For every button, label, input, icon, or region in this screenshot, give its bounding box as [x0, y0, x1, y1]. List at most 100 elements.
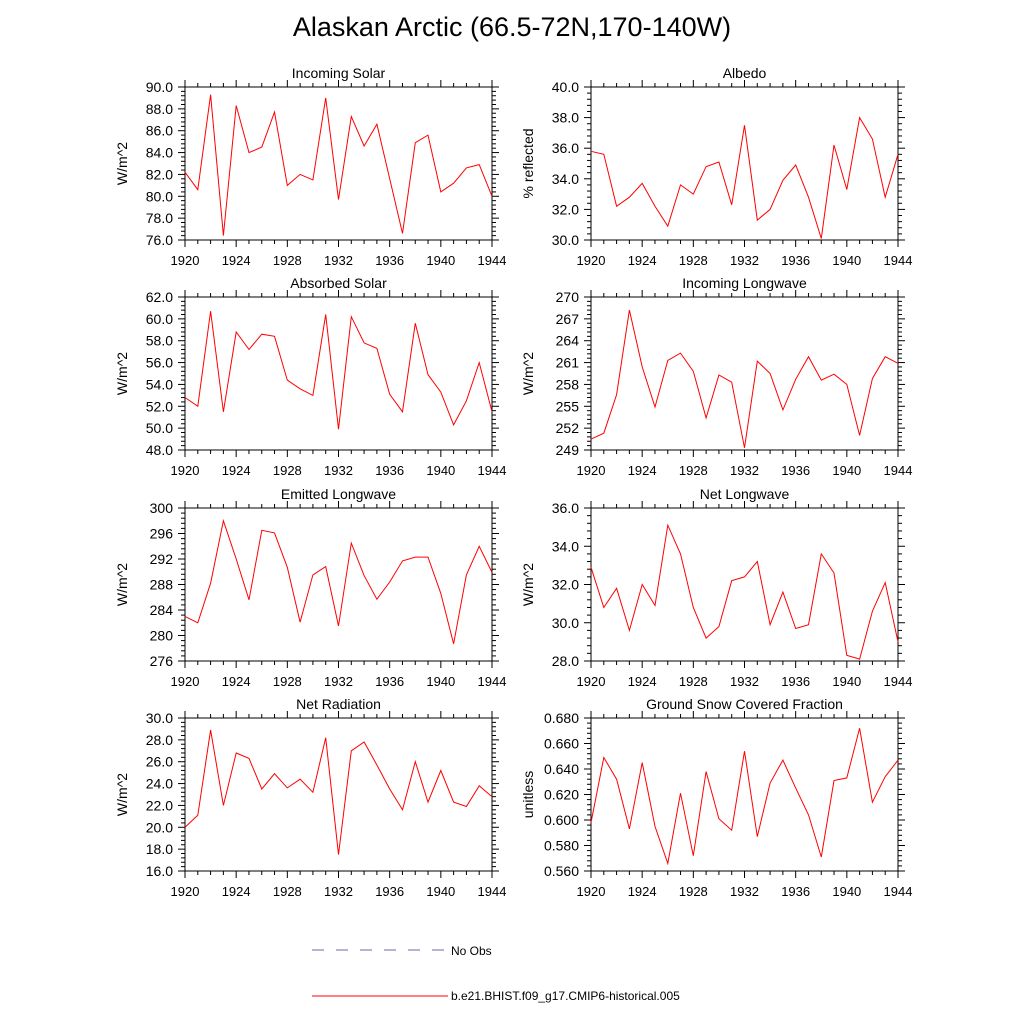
x-tick-label: 1932 — [324, 674, 353, 689]
panel-7: Net Radiation W/m^2 1920 1924 1928 1932 1936 19… — [114, 696, 506, 899]
figure-title: Alaskan Arctic (66.5-72N,170-140W) — [292, 12, 732, 42]
y-tick-label: 284 — [150, 602, 174, 618]
y-tick-label: 18.0 — [146, 841, 173, 857]
plot-frame — [590, 86, 899, 241]
x-tick-label: 1944 — [884, 884, 913, 899]
y-tick-label: 82.0 — [146, 166, 173, 182]
x-tick-label: 1940 — [426, 253, 455, 268]
panel-title: Albedo — [723, 65, 767, 81]
y-tick-label: 16.0 — [146, 863, 173, 879]
y-tick-label: 267 — [556, 311, 580, 327]
x-tick-label: 1932 — [730, 253, 759, 268]
x-tick-label: 1928 — [679, 884, 708, 899]
x-tick-label: 1932 — [730, 463, 759, 478]
y-tick-label: 48.0 — [146, 442, 173, 458]
panel-5: Emitted Longwave W/m^2 1920 1924 1928 1932 193… — [114, 486, 506, 689]
x-tick-label: 1936 — [375, 674, 404, 689]
y-tick-label: 252 — [556, 420, 580, 436]
y-tick-label: 0.600 — [544, 812, 579, 828]
x-tick-label: 1924 — [628, 463, 657, 478]
x-tick-label: 1932 — [730, 674, 759, 689]
y-tick-label: 40.0 — [552, 79, 579, 95]
x-tick-label: 1932 — [730, 884, 759, 899]
y-tick-label: 0.680 — [544, 710, 579, 726]
x-tick-label: 1932 — [324, 884, 353, 899]
x-tick-label: 1944 — [478, 674, 507, 689]
x-tick-label: 1924 — [628, 253, 657, 268]
series-line — [184, 94, 493, 236]
y-tick-label: 20.0 — [146, 819, 173, 835]
panel-title: Absorbed Solar — [290, 275, 387, 291]
x-tick-label: 1940 — [832, 253, 861, 268]
x-tick-label: 1924 — [222, 884, 251, 899]
x-tick-label: 1936 — [375, 463, 404, 478]
y-tick-label: 52.0 — [146, 398, 173, 414]
series-line — [590, 728, 899, 866]
x-tick-label: 1920 — [171, 884, 200, 899]
y-tick-label: 38.0 — [552, 110, 579, 126]
x-tick-label: 1920 — [577, 884, 606, 899]
panel-title: Incoming Longwave — [682, 275, 807, 291]
x-tick-label: 1928 — [273, 884, 302, 899]
y-tick-label: 32.0 — [552, 201, 579, 217]
legend-model-label: b.e21.BHIST.f09_g17.CMIP6-historical.005 — [451, 989, 680, 1003]
x-tick-label: 1920 — [171, 253, 200, 268]
y-tick-label: 36.0 — [552, 140, 579, 156]
x-tick-label: 1924 — [628, 674, 657, 689]
x-tick-label: 1940 — [832, 674, 861, 689]
y-axis-label: W/m^2 — [520, 563, 536, 606]
x-tick-label: 1944 — [884, 463, 913, 478]
y-tick-label: 60.0 — [146, 311, 173, 327]
y-tick-label: 0.620 — [544, 787, 579, 803]
y-axis-label: W/m^2 — [114, 142, 130, 185]
x-tick-label: 1944 — [478, 884, 507, 899]
y-tick-label: 296 — [150, 526, 174, 542]
y-tick-label: 86.0 — [146, 123, 173, 139]
y-tick-label: 249 — [556, 442, 580, 458]
panel-title: Ground Snow Covered Fraction — [646, 696, 843, 712]
x-tick-label: 1920 — [577, 674, 606, 689]
x-tick-label: 1944 — [478, 463, 507, 478]
y-tick-label: 88.0 — [146, 101, 173, 117]
x-tick-label: 1936 — [781, 674, 810, 689]
y-tick-label: 288 — [150, 577, 174, 593]
x-tick-label: 1936 — [781, 253, 810, 268]
y-tick-label: 80.0 — [146, 188, 173, 204]
y-axis-label: W/m^2 — [114, 563, 130, 606]
x-tick-label: 1928 — [679, 463, 708, 478]
y-axis-label: unitless — [520, 771, 536, 818]
x-tick-label: 1928 — [273, 463, 302, 478]
y-tick-label: 264 — [556, 333, 580, 349]
panel-1: Incoming Solar W/m^2 1920 1924 1928 1932 1936 1… — [114, 65, 506, 268]
x-tick-label: 1920 — [577, 463, 606, 478]
panel-title: Net Radiation — [296, 696, 381, 712]
legend: No Obs b.e21.BHIST.f09_g17.CMIP6-historic… — [312, 944, 680, 1003]
x-tick-label: 1932 — [324, 253, 353, 268]
x-tick-label: 1936 — [375, 253, 404, 268]
y-tick-label: 300 — [150, 500, 174, 516]
x-tick-label: 1920 — [171, 463, 200, 478]
y-tick-label: 24.0 — [146, 776, 173, 792]
y-tick-label: 50.0 — [146, 420, 173, 436]
x-tick-label: 1920 — [577, 253, 606, 268]
y-tick-label: 56.0 — [146, 355, 173, 371]
series-line — [184, 518, 493, 644]
panel-2: Albedo % reflected 1920 1924 1928 1932 1936 194… — [520, 65, 912, 268]
y-axis-label: % reflected — [520, 128, 536, 198]
y-tick-label: 0.660 — [544, 736, 579, 752]
x-tick-label: 1924 — [222, 674, 251, 689]
y-tick-label: 280 — [150, 628, 174, 644]
y-tick-label: 261 — [556, 355, 580, 371]
y-tick-label: 78.0 — [146, 210, 173, 226]
x-tick-label: 1920 — [171, 674, 200, 689]
y-tick-label: 0.580 — [544, 838, 579, 854]
plot-frame — [590, 507, 899, 662]
y-tick-label: 58.0 — [146, 333, 173, 349]
panel-title: Incoming Solar — [292, 65, 386, 81]
y-tick-label: 34.0 — [552, 538, 579, 554]
panel-8: Ground Snow Covered Fraction unitless 1920… — [520, 696, 912, 899]
series-line — [184, 311, 493, 430]
y-tick-label: 76.0 — [146, 232, 173, 248]
y-axis-label: W/m^2 — [114, 352, 130, 395]
